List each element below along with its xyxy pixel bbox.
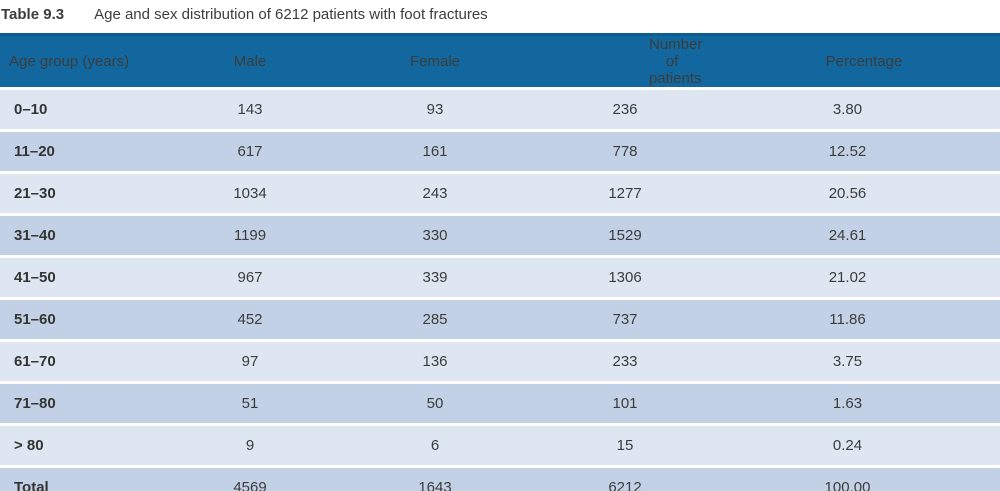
- cell-male: 143: [185, 90, 315, 129]
- table-row-total: Total 4569 1643 6212 100.00: [0, 468, 1000, 491]
- table-row: 21–30 1034 243 1277 20.56: [0, 174, 1000, 213]
- cell-male: 1199: [185, 216, 315, 255]
- header-female: Female: [315, 33, 555, 87]
- table-row: 51–60 452 285 737 11.86: [0, 300, 1000, 339]
- table-row: 31–40 1199 330 1529 24.61: [0, 216, 1000, 255]
- cell-percentage: 20.56: [695, 174, 1000, 213]
- table-header: Age group (years) Male Female Number of …: [0, 33, 1000, 87]
- header-number-of-patients: Number of patients: [555, 33, 702, 87]
- cell-age-group: Total: [0, 468, 185, 491]
- cell-age-group: 41–50: [0, 258, 185, 297]
- table-row: 71–80 51 50 101 1.63: [0, 384, 1000, 423]
- cell-percentage: 11.86: [695, 300, 1000, 339]
- table-row: 0–10 143 93 236 3.80: [0, 90, 1000, 129]
- cell-male: 4569: [185, 468, 315, 491]
- table-row: > 80 9 6 15 0.24: [0, 426, 1000, 465]
- cell-female: 6: [315, 426, 555, 465]
- cell-percentage: 24.61: [695, 216, 1000, 255]
- cell-patients: 15: [555, 426, 695, 465]
- cell-female: 136: [315, 342, 555, 381]
- cell-percentage: 100.00: [695, 468, 1000, 491]
- cell-patients: 233: [555, 342, 695, 381]
- cell-age-group: 0–10: [0, 90, 185, 129]
- table-title: Age and sex distribution of 6212 patient…: [94, 6, 488, 23]
- cell-patients: 778: [555, 132, 695, 171]
- age-sex-distribution-table: Age group (years) Male Female Number of …: [0, 30, 1000, 491]
- table-row: 11–20 617 161 778 12.52: [0, 132, 1000, 171]
- cell-patients: 236: [555, 90, 695, 129]
- table-body: 0–10 143 93 236 3.80 11–20 617 161 778 1…: [0, 90, 1000, 491]
- cell-male: 97: [185, 342, 315, 381]
- cell-male: 452: [185, 300, 315, 339]
- cell-patients: 1529: [555, 216, 695, 255]
- cell-male: 9: [185, 426, 315, 465]
- cell-age-group: 51–60: [0, 300, 185, 339]
- cell-female: 339: [315, 258, 555, 297]
- cell-age-group: 21–30: [0, 174, 185, 213]
- cell-percentage: 1.63: [695, 384, 1000, 423]
- cell-percentage: 3.75: [695, 342, 1000, 381]
- cell-percentage: 0.24: [695, 426, 1000, 465]
- cell-patients: 1277: [555, 174, 695, 213]
- cell-age-group: > 80: [0, 426, 185, 465]
- cell-male: 967: [185, 258, 315, 297]
- cell-age-group: 11–20: [0, 132, 185, 171]
- cell-female: 1643: [315, 468, 555, 491]
- cell-male: 617: [185, 132, 315, 171]
- table-row: 41–50 967 339 1306 21.02: [0, 258, 1000, 297]
- cell-male: 51: [185, 384, 315, 423]
- table-number: Table 9.3: [1, 6, 65, 23]
- cell-patients: 6212: [555, 468, 695, 491]
- cell-female: 330: [315, 216, 555, 255]
- cell-patients: 101: [555, 384, 695, 423]
- cell-female: 161: [315, 132, 555, 171]
- table-row: 61–70 97 136 233 3.75: [0, 342, 1000, 381]
- cell-patients: 737: [555, 300, 695, 339]
- cell-female: 93: [315, 90, 555, 129]
- cell-age-group: 61–70: [0, 342, 185, 381]
- cell-age-group: 71–80: [0, 384, 185, 423]
- header-row: Age group (years) Male Female Number of …: [0, 33, 1000, 87]
- cell-patients: 1306: [555, 258, 695, 297]
- cell-male: 1034: [185, 174, 315, 213]
- cell-percentage: 21.02: [695, 258, 1000, 297]
- cell-female: 285: [315, 300, 555, 339]
- header-percentage: Percentage: [695, 33, 1000, 87]
- cell-percentage: 3.80: [695, 90, 1000, 129]
- header-male: Male: [185, 33, 315, 87]
- cell-female: 243: [315, 174, 555, 213]
- table-caption: Table 9.3 Age and sex distribution of 621…: [0, 0, 1000, 30]
- cell-female: 50: [315, 384, 555, 423]
- cell-percentage: 12.52: [695, 132, 1000, 171]
- cell-age-group: 31–40: [0, 216, 185, 255]
- header-age-group: Age group (years): [0, 33, 185, 87]
